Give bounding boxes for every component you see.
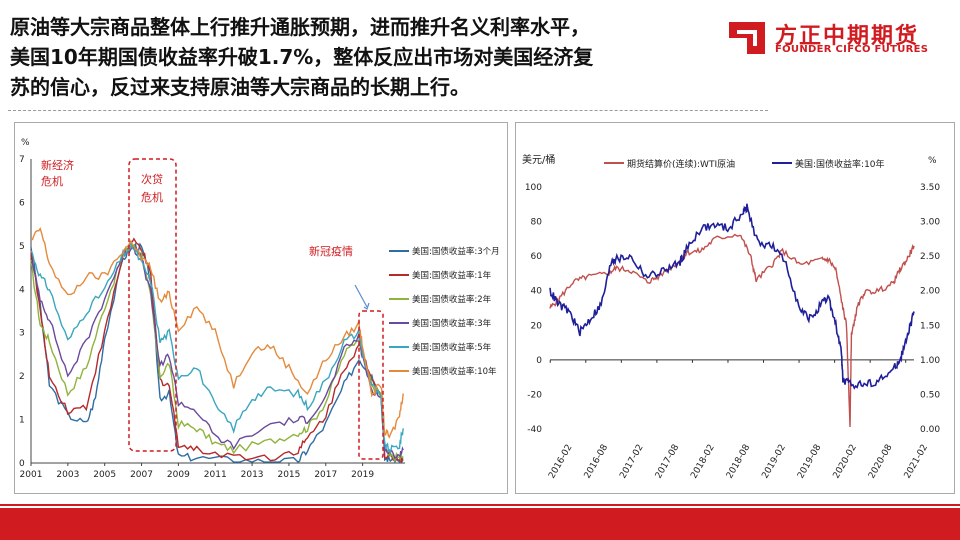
left-y-tick-label: 60 [531, 252, 543, 262]
right-y-tick-label: 0.00 [920, 425, 940, 435]
x-tick-label: 2016-02 [547, 443, 574, 481]
treasury-yield-chart-panel: % 0 1 2 3 4 5 6 7 2001 2003 2005 2007 2009 2011 2013 201… [14, 122, 508, 494]
x-tick-label: 2017-02 [618, 443, 645, 481]
right-y-tick-label: 2.50 [920, 252, 940, 262]
x-tick-label: 2021-02 [903, 443, 930, 481]
left-axis-unit: 美元/桶 [522, 153, 555, 166]
y-tick-label: 0 [19, 459, 25, 469]
x-tick-label: 2018-02 [689, 443, 716, 481]
wti-yield-chart-panel: 美元/桶% 100 80 60 40 20 0 -20 -40 3.50 3.00 2.50 2.00 1… [515, 122, 955, 494]
y-tick-label: 4 [19, 285, 25, 295]
footer-line [0, 504, 960, 506]
left-y-tick-label: 40 [531, 287, 543, 297]
legend-label: 美国:国债收益率:2年 [412, 294, 492, 305]
x-tick-label: 2019 [351, 470, 374, 480]
annotation-new-crisis: 危机 [41, 174, 63, 188]
right-y-tick-label: 3.50 [920, 183, 940, 193]
left-y-tick-label: 0 [536, 356, 542, 366]
x-tick-label: 2003 [56, 470, 79, 480]
right-y-tick-label: 3.00 [920, 218, 940, 228]
logo-name-en: FOUNDER CIFCO FUTURES [775, 44, 929, 55]
x-tick-label: 2017 [314, 470, 337, 480]
x-tick-label: 2009 [167, 470, 190, 480]
covid-box [358, 310, 384, 460]
company-logo: 方正中期期货 FOUNDER CIFCO FUTURES [725, 18, 955, 58]
left-y-tick-label: -40 [527, 425, 542, 435]
header-divider [8, 110, 768, 111]
legend-label: 美国:国债收益率:3年 [412, 318, 492, 329]
x-tick-label: 2019-08 [796, 443, 824, 481]
legend-label: 美国:国债收益率:10年 [795, 158, 885, 170]
y-tick-label: 2 [19, 372, 25, 382]
headline-line-1: 原油等大宗商品整体上行推升通胀预期，进而推升名义利率水平， [10, 15, 590, 39]
y-tick-label: 1 [19, 416, 25, 426]
series-line [549, 203, 915, 390]
right-y-tick-label: 0.50 [920, 390, 940, 400]
logo-mark-icon [729, 22, 765, 54]
series-line [30, 246, 404, 460]
x-tick-label: 2007 [130, 470, 153, 480]
x-tick-label: 2018-08 [725, 443, 753, 481]
right-y-tick-label: 1.50 [920, 321, 940, 331]
treasury-yield-chart: % 0 1 2 3 4 5 6 7 2001 2003 2005 2007 2009 2011 2013 201… [19, 138, 500, 480]
covid-arrowhead-icon [363, 302, 370, 310]
wti-yield-chart: 美元/桶 % 100 80 60 40 20 0 -20 -40 3.50 3.00 2.50 2.00 1… [522, 153, 940, 481]
annotation-covid: 新冠疫情 [309, 244, 353, 258]
x-tick-label: 2011 [204, 470, 227, 480]
y-tick-label: 3 [19, 329, 25, 339]
headline: 原油等大宗商品整体上行推升通胀预期，进而推升名义利率水平， 美国10年期国债收益… [10, 12, 710, 102]
y-axis-unit: % [21, 138, 30, 148]
x-tick-label: 2020-02 [832, 443, 859, 481]
series-line [30, 226, 404, 439]
legend-label: 美国:国债收益率:3个月 [412, 246, 500, 257]
y-tick-label: 7 [19, 155, 25, 165]
headline-line-2: 美国10年期国债收益率升破1.7%，整体反应出市场对美国经济复 [10, 45, 594, 69]
left-y-tick-label: 100 [525, 183, 542, 193]
legend-label: 美国:国债收益率:10年 [412, 366, 497, 377]
annotation-subprime: 危机 [141, 190, 163, 204]
left-y-tick-label: -20 [527, 390, 542, 400]
x-tick-label: 2013 [241, 470, 264, 480]
annotation-new-crisis: 新经济 [41, 158, 74, 172]
covid-arrow-icon [354, 284, 368, 308]
logo-name-cn: 方正中期期货 [775, 24, 920, 49]
x-tick-label: 2016-08 [583, 443, 611, 481]
right-y-tick-label: 1.00 [920, 356, 940, 366]
right-y-tick-label: 2.00 [920, 287, 940, 297]
left-y-tick-label: 80 [531, 218, 543, 228]
right-axis-unit: % [928, 156, 937, 166]
left-y-tick-label: 20 [531, 321, 543, 331]
series-line [30, 241, 404, 454]
subprime-crisis-box [128, 158, 177, 452]
x-tick-label: 2001 [20, 470, 43, 480]
legend-label: 期货结算价(连续):WTI原油 [627, 158, 735, 170]
x-tick-label: 2017-08 [654, 443, 682, 481]
x-tick-label: 2005 [93, 470, 116, 480]
y-tick-label: 5 [19, 242, 25, 252]
x-tick-label: 2020-08 [867, 443, 895, 481]
series-line [549, 233, 915, 428]
footer-bar [0, 508, 960, 540]
x-tick-label: 2015 [277, 470, 300, 480]
y-tick-label: 6 [19, 198, 25, 208]
headline-line-3: 苏的信心，反过来支持原油等大宗商品的长期上行。 [10, 75, 470, 99]
legend-label: 美国:国债收益率:1年 [412, 270, 492, 281]
annotation-subprime: 次贷 [141, 172, 163, 186]
x-tick-label: 2019-02 [760, 443, 787, 481]
series-line [30, 237, 404, 464]
legend-label: 美国:国债收益率:5年 [412, 342, 492, 353]
